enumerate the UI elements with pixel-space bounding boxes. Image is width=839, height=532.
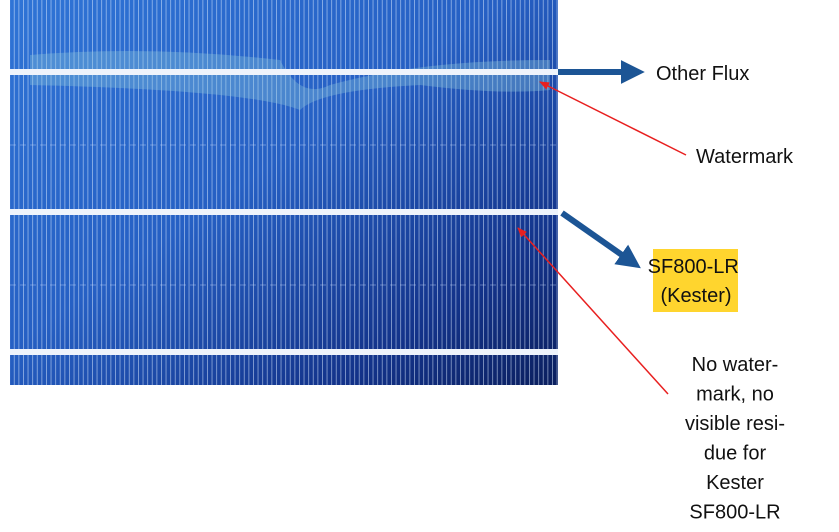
note-line: visible resi- [685,413,785,435]
note-line: SF800-LR [689,502,780,524]
label: SF800-LR (Kester) [648,256,745,307]
highlight [653,249,738,312]
note-line: mark, no [696,384,774,406]
solar-cell-photo [10,0,558,385]
label-line: SF800-LR [648,256,739,278]
label: Other Flux [656,63,749,85]
pointer-line [539,81,687,156]
note-line: No water- [692,354,779,376]
note: No water-mark, no visible resi-due for Kes… [685,354,785,524]
label: Watermark [696,146,794,168]
label-line: (Kester) [660,285,731,307]
note-line: Kester [706,472,764,494]
note-line: due for [704,443,767,465]
pointer-line [517,227,669,395]
arrow [560,210,641,269]
